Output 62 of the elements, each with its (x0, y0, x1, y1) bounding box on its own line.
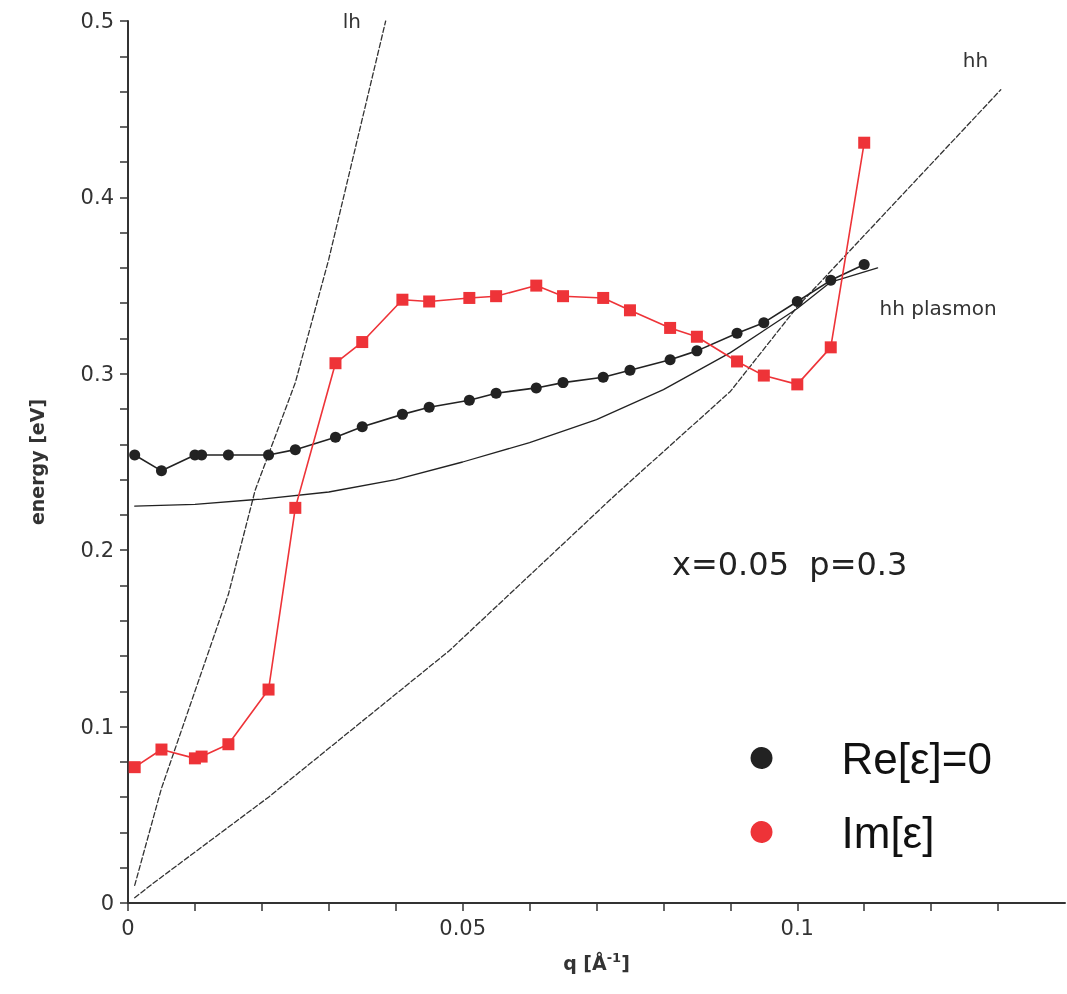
point (731, 327, 743, 339)
series-label: hh (962, 47, 989, 72)
point (624, 364, 636, 376)
line-series (134, 89, 1002, 899)
point (356, 336, 369, 349)
point (195, 750, 208, 763)
legend-label: Im[ε] (841, 807, 935, 857)
point (262, 683, 275, 696)
point (155, 743, 168, 756)
point (289, 501, 302, 514)
point (597, 371, 609, 383)
point (423, 295, 436, 308)
point (222, 738, 235, 751)
x-tick-label: 0.1 (780, 915, 814, 940)
point (128, 761, 141, 774)
point (129, 449, 141, 461)
x-tick-label: 0.05 (439, 915, 487, 940)
point (263, 449, 275, 461)
point (423, 401, 435, 413)
y-tick-label: 0.5 (80, 9, 114, 33)
point (396, 408, 408, 420)
point (356, 421, 368, 433)
point (490, 387, 502, 399)
point (530, 382, 542, 394)
point (557, 377, 569, 389)
y-axis-title: energy [eV] (25, 398, 48, 526)
point (690, 330, 703, 343)
point (824, 341, 837, 354)
point (463, 394, 475, 406)
x-tick-label: 0 (121, 915, 135, 940)
point (530, 279, 543, 292)
y-tick-label: 0.1 (80, 714, 114, 739)
point (329, 431, 341, 443)
point (664, 354, 676, 366)
point (858, 136, 871, 149)
point (791, 378, 804, 391)
point (289, 444, 301, 456)
point (557, 290, 570, 303)
point (597, 291, 610, 304)
point (858, 258, 870, 270)
y-tick-label: 0 (100, 891, 114, 915)
point (791, 295, 803, 307)
point (664, 321, 677, 334)
point (463, 291, 476, 304)
point (155, 465, 167, 477)
point (691, 345, 703, 357)
point (396, 293, 409, 306)
y-tick-label: 0.3 (80, 361, 114, 386)
point (329, 357, 342, 370)
legend-label: Re[ε]=0 (841, 733, 993, 783)
point (758, 317, 770, 329)
point (757, 369, 770, 382)
point (731, 355, 744, 368)
point (490, 290, 503, 303)
y-tick-label: 0.2 (80, 538, 114, 563)
series-label: lh (342, 9, 361, 33)
annotation: x=0.05 p=0.3 (672, 545, 908, 583)
point (825, 274, 837, 286)
point (623, 304, 636, 317)
series-label: hh plasmon (879, 295, 997, 320)
y-tick-label: 0.4 (80, 185, 114, 210)
point (222, 449, 234, 461)
